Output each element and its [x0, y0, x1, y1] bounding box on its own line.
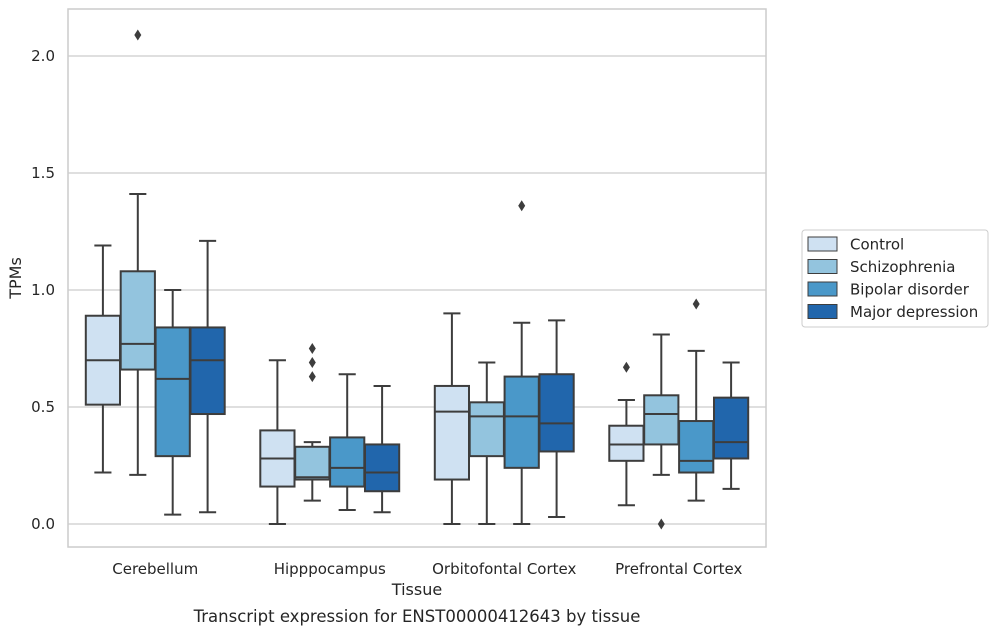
- outlier-point: [518, 200, 526, 212]
- y-axis-title: TPMs: [6, 257, 25, 300]
- box-iqr: [154, 326, 191, 458]
- plot-area-frame: [67, 8, 767, 548]
- x-tick-label: Cerebellum: [112, 560, 198, 578]
- box-iqr: [468, 401, 505, 458]
- box-cerebellum-bipolar-disorder: [154, 289, 191, 516]
- box-hipppocampus-schizophrenia: [294, 343, 331, 502]
- box-iqr: [433, 384, 471, 481]
- legend-swatch-bipolar-disorder: [807, 281, 838, 297]
- legend-swatch-control: [807, 236, 838, 252]
- legend-frame: [801, 229, 989, 328]
- x-tick-label: Orbitofontal Cortex: [432, 560, 576, 578]
- box-orbitofontal-cortex-major-depression: [538, 319, 575, 518]
- box-iqr: [712, 396, 750, 460]
- box-hipppocampus-major-depression: [363, 384, 401, 514]
- legend-label-schizophrenia: Schizophrenia: [850, 258, 955, 276]
- box-orbitofontal-cortex-schizophrenia: [468, 361, 505, 525]
- box-hipppocampus-bipolar-disorder: [329, 373, 366, 511]
- box-iqr: [643, 394, 680, 446]
- legend-swatch-schizophrenia: [807, 259, 838, 274]
- box-orbitofontal-cortex-control: [433, 312, 471, 525]
- box-prefrontal-cortex-bipolar-disorder: [678, 298, 715, 502]
- outlier-point: [657, 518, 665, 530]
- x-tick-label: Hipppocampus: [274, 560, 386, 578]
- y-tick-label: 1.5: [31, 164, 55, 182]
- box-cerebellum-schizophrenia: [119, 29, 156, 476]
- chart-caption: Transcript expression for ENST0000041264…: [193, 607, 641, 626]
- box-iqr: [329, 436, 366, 488]
- box-iqr: [189, 326, 226, 416]
- x-tick-label: Prefrontal Cortex: [615, 560, 742, 578]
- legend-swatch-major-depression: [807, 304, 838, 319]
- box-hipppocampus-control: [259, 359, 296, 525]
- x-tick-labels: Cerebellum Hipppocampus Orbitofontal Corte…: [112, 560, 742, 578]
- box-prefrontal-cortex-schizophrenia: [643, 333, 680, 530]
- y-tick-label: 0.5: [31, 398, 55, 416]
- box-cerebellum-major-depression: [189, 239, 226, 514]
- box-iqr: [294, 445, 331, 481]
- x-axis-title: Tissue: [391, 580, 442, 599]
- box-iqr: [363, 443, 401, 493]
- box-orbitofontal-cortex-bipolar-disorder: [503, 200, 540, 525]
- outlier-point: [308, 343, 316, 354]
- outlier-point: [308, 357, 316, 369]
- box-iqr: [503, 375, 540, 469]
- y-tick-label: 2.0: [31, 47, 55, 65]
- y-tick-label: 1.0: [31, 281, 55, 299]
- legend-label-major-depression: Major depression: [850, 303, 978, 321]
- legend-label-bipolar-disorder: Bipolar disorder: [850, 281, 970, 299]
- box-prefrontal-cortex-control: [608, 361, 645, 507]
- box-iqr: [678, 420, 715, 474]
- boxes: [84, 29, 750, 530]
- box-prefrontal-cortex-major-depression: [712, 361, 750, 490]
- outlier-point: [692, 298, 700, 310]
- box-iqr: [538, 373, 575, 453]
- legend: Control Schizophrenia Bipolar disorder Majo…: [801, 229, 989, 328]
- legend-label-control: Control: [850, 236, 904, 254]
- y-tick-label: 0.0: [31, 515, 55, 533]
- outlier-point: [134, 29, 142, 41]
- box-cerebellum-control: [84, 244, 122, 474]
- box-iqr: [119, 270, 156, 371]
- outlier-point: [622, 361, 630, 373]
- outlier-point: [308, 371, 316, 383]
- box-iqr: [608, 424, 645, 462]
- y-tick-labels: 0.0 0.5 1.0 1.5 2.0: [31, 47, 55, 533]
